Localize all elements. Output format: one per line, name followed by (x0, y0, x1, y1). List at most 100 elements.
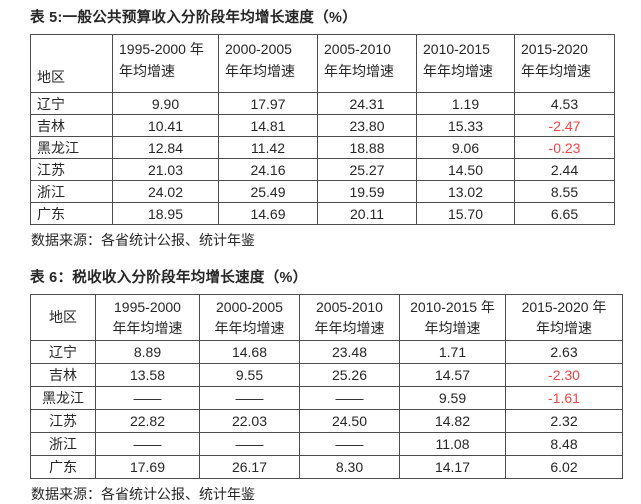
value-cell: 26.17 (199, 455, 300, 479)
value-cell: 13.58 (95, 363, 200, 387)
value-cell: 12.84 (112, 136, 219, 159)
value-cell-negative: -2.30 (505, 363, 623, 387)
region-cell: 辽宁 (30, 92, 113, 115)
value-cell: 11.08 (399, 432, 506, 456)
value-cell: 25.49 (218, 180, 318, 203)
value-cell: 14.57 (399, 363, 506, 387)
header-cell-region: 地区 (30, 34, 113, 93)
value-cell-negative: -2.47 (514, 114, 615, 137)
header-cell-period-1: 1995-2000 年年均增速 (95, 294, 200, 341)
value-cell: 23.80 (317, 114, 417, 137)
table-row: 广东 17.69 26.17 8.30 14.17 6.02 (30, 455, 623, 479)
region-cell: 江苏 (30, 158, 113, 181)
value-cell: 9.06 (416, 136, 515, 159)
value-cell-dash: —— (95, 432, 200, 456)
region-cell: 吉林 (30, 114, 113, 137)
value-cell: 24.31 (317, 92, 417, 115)
value-cell: 15.33 (416, 114, 515, 137)
table6: 地区 1995-2000 年年均增速 2000-2005 年年均增速 2005-… (30, 294, 623, 479)
value-cell: 23.48 (299, 340, 400, 364)
header-line1: 2005-2010 (324, 41, 391, 57)
value-cell: 20.11 (317, 202, 417, 225)
table5-source: 数据来源：各省统计公报、统计年鉴 (31, 232, 255, 248)
value-cell: 18.95 (112, 202, 219, 225)
table6-header: 地区 1995-2000 年年均增速 2000-2005 年年均增速 2005-… (30, 294, 623, 341)
value-cell: 9.90 (112, 92, 219, 115)
table5-body: 辽宁 9.90 17.97 24.31 1.19 4.53 吉林 10.41 1… (30, 92, 615, 225)
table6-source: 数据来源：各省统计公报、统计年鉴 (31, 486, 255, 502)
header-line1: 2010-2015 (423, 41, 490, 57)
value-cell-dash: —— (199, 432, 300, 456)
table5-title: 表 5:一般公共预算收入分阶段年均增长速度（%） (30, 10, 358, 26)
value-cell: 8.30 (299, 455, 400, 479)
region-cell: 浙江 (30, 180, 113, 203)
value-cell-dash: —— (299, 386, 400, 410)
region-cell: 黑龙江 (30, 386, 96, 410)
header-line2: 年年均增速 (324, 63, 394, 79)
value-cell: 17.97 (218, 92, 318, 115)
table5: 地区 1995-2000 年 年均增速 2000-2005 年年均增速 2005… (30, 34, 615, 225)
header-line1: 2010-2015 年 (410, 298, 495, 315)
value-cell: 24.02 (112, 180, 219, 203)
table5-section: 表 5:一般公共预算收入分阶段年均增长速度（%） 地区 1995-2000 年 … (30, 6, 641, 250)
table-row: 黑龙江 —— —— —— 9.59 -1.61 (30, 386, 623, 410)
value-cell: 25.27 (317, 158, 417, 181)
table6-title: 表 6：税收收入分阶段年均增长速度（%） (30, 270, 308, 286)
header-line1: 2005-2010 (316, 298, 383, 315)
value-cell: 19.59 (317, 180, 417, 203)
table6-body: 辽宁 8.89 14.68 23.48 1.71 2.63 吉林 13.58 9… (30, 340, 623, 479)
header-line1: 2000-2005 (225, 41, 292, 57)
header-cell-period-5: 2015-2020 年 年均增速 (505, 294, 623, 341)
value-cell: 14.17 (399, 455, 506, 479)
table-row: 吉林 10.41 14.81 23.80 15.33 -2.47 (30, 114, 615, 137)
value-cell: 24.16 (218, 158, 318, 181)
header-cell-period-1: 1995-2000 年 年均增速 (112, 34, 219, 93)
table6-section: 表 6：税收收入分阶段年均增长速度（%） 地区 1995-2000 年年均增速 … (30, 266, 641, 504)
header-cell-period-4: 2010-2015 年 年均增速 (399, 294, 506, 341)
header-line1: 1995-2000 年 (119, 41, 204, 57)
header-line1: 2015-2020 年 (521, 298, 607, 315)
region-cell: 江苏 (30, 409, 96, 433)
header-row: 地区 1995-2000 年 年均增速 2000-2005 年年均增速 2005… (30, 34, 615, 93)
table-row: 广东 18.95 14.69 20.11 15.70 6.65 (30, 202, 615, 225)
value-cell: 8.89 (95, 340, 200, 364)
value-cell: 1.71 (399, 340, 506, 364)
value-cell: 14.69 (218, 202, 318, 225)
header-cell-period-3: 2005-2010 年年均增速 (299, 294, 400, 341)
value-cell: 8.55 (514, 180, 615, 203)
region-cell: 广东 (30, 455, 96, 479)
header-line2: 年均增速 (119, 63, 175, 79)
value-cell: 15.70 (416, 202, 515, 225)
value-cell: 13.02 (416, 180, 515, 203)
table-row: 辽宁 8.89 14.68 23.48 1.71 2.63 (30, 340, 623, 364)
value-cell: 9.55 (199, 363, 300, 387)
value-cell: 17.69 (95, 455, 200, 479)
value-cell: 10.41 (112, 114, 219, 137)
region-cell: 吉林 (30, 363, 96, 387)
header-line2: 年年均增速 (214, 319, 285, 336)
header-line2: 年年均增速 (225, 63, 295, 79)
table-row: 辽宁 9.90 17.97 24.31 1.19 4.53 (30, 92, 615, 115)
value-cell-dash: —— (299, 432, 400, 456)
table-row: 浙江 24.02 25.49 19.59 13.02 8.55 (30, 180, 615, 203)
header-line2: 年年均增速 (521, 63, 591, 79)
value-cell: 6.65 (514, 202, 615, 225)
value-cell: 22.03 (199, 409, 300, 433)
region-cell: 浙江 (30, 432, 96, 456)
header-line1: 2015-2020 (521, 41, 588, 57)
value-cell: 14.68 (199, 340, 300, 364)
value-cell: 6.02 (505, 455, 623, 479)
header-cell-period-2: 2000-2005 年年均增速 (218, 34, 318, 93)
table-row: 江苏 22.82 22.03 24.50 14.82 2.32 (30, 409, 623, 433)
value-cell: 8.48 (505, 432, 623, 456)
value-cell: 4.53 (514, 92, 615, 115)
value-cell: 2.44 (514, 158, 615, 181)
value-cell: 2.32 (505, 409, 623, 433)
value-cell: 14.50 (416, 158, 515, 181)
value-cell: 1.19 (416, 92, 515, 115)
region-cell: 黑龙江 (30, 136, 113, 159)
table-row: 江苏 21.03 24.16 25.27 14.50 2.44 (30, 158, 615, 181)
header-line1: 1995-2000 (114, 298, 181, 315)
value-cell: 25.26 (299, 363, 400, 387)
